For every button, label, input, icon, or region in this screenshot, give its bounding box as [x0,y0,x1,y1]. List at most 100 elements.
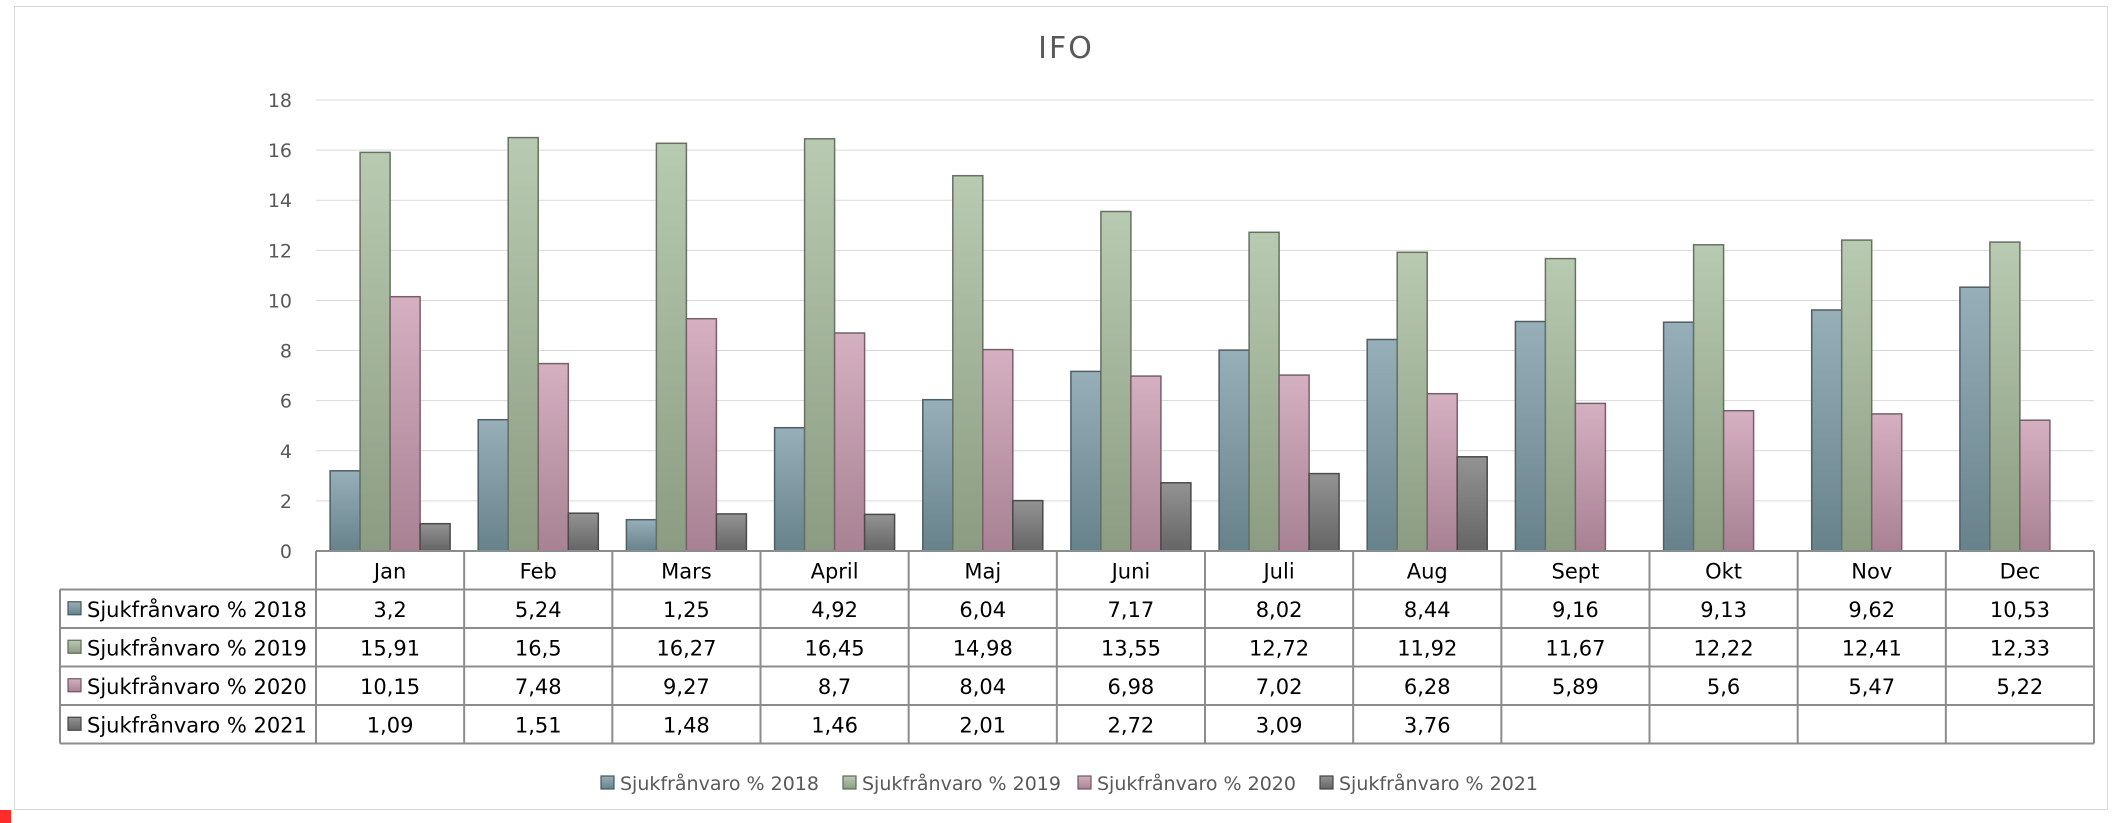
bar [1692,244,1725,552]
category-label: Juni [1110,559,1151,583]
data-label: 1,51 [515,713,562,737]
table-legend-key [67,639,82,654]
category-label: April [811,559,859,583]
bar [1130,375,1162,552]
data-label: 5,47 [1848,675,1895,699]
bar [1959,286,1991,552]
data-label: 3,09 [1256,713,1303,737]
table-series-label: Sjukfrånvaro % 2019 [87,635,307,660]
bar [1989,241,2021,552]
data-label: 8,04 [959,675,1006,699]
data-label: 7,48 [515,675,562,699]
data-label: 1,48 [663,713,710,737]
bar [2019,419,2051,552]
y-tick-label: 0 [280,541,292,563]
bar [1100,210,1132,552]
data-label: 6,98 [1108,675,1155,699]
table-series-label: Sjukfrånvaro % 2021 [87,712,307,737]
bar [1366,338,1398,552]
y-tick-label: 10 [268,290,292,312]
bar [1278,374,1310,552]
data-label: 13,55 [1101,636,1161,660]
data-label: 5,6 [1707,675,1740,699]
bar [1070,370,1102,552]
data-label: 1,46 [811,713,858,737]
legend-key [600,775,615,790]
data-label: 9,16 [1552,598,1599,622]
table-legend-key [67,678,82,693]
bar [1574,402,1607,552]
bar [1514,320,1547,552]
bar [1810,309,1843,552]
y-tick-label: 8 [280,341,292,363]
data-label: 12,33 [1990,636,2050,660]
y-tick-label: 14 [268,190,292,212]
bar [715,513,748,552]
data-label: 9,62 [1848,598,1895,622]
data-label: 5,22 [1997,675,2044,699]
data-label: 12,72 [1249,636,1309,660]
data-label: 6,04 [959,598,1006,622]
y-tick-label: 6 [280,391,292,413]
category-label: Aug [1407,559,1448,583]
legend-key [842,775,857,790]
bar [1662,321,1695,552]
legend-label: Sjukfrånvaro % 2021 [1339,772,1538,795]
bar [1840,239,1873,552]
corner-marker [0,810,11,823]
data-label: 11,67 [1545,636,1605,660]
table-series-label: Sjukfrånvaro % 2018 [87,597,307,622]
category-label: Dec [2000,559,2041,583]
data-label: 6,28 [1404,675,1451,699]
bar [863,513,896,552]
bar [1722,409,1755,552]
bar [389,295,421,552]
data-label: 3,2 [373,598,406,622]
bar [655,142,688,552]
category-label: Mars [661,559,712,583]
data-label: 14,98 [953,636,1013,660]
data-label: 9,13 [1700,598,1747,622]
legend-label: Sjukfrånvaro % 2020 [1097,772,1296,795]
bar [507,136,539,552]
bar [359,151,391,552]
bar [773,426,806,552]
bar [685,317,718,552]
bar [625,518,658,552]
data-label: 10,53 [1990,598,2050,622]
data-label: 16,45 [805,636,865,660]
y-tick-label: 16 [268,140,292,162]
data-label: 12,22 [1694,636,1754,660]
data-label: 7,02 [1256,675,1303,699]
data-label: 8,02 [1256,598,1303,622]
table-series-label: Sjukfrånvaro % 2020 [87,674,307,699]
bar [1544,257,1577,552]
data-label: 1,25 [663,598,710,622]
bar [1012,499,1044,552]
bar [982,348,1014,552]
category-label: Maj [964,559,1001,583]
bar [477,418,509,552]
bar [1218,349,1250,552]
data-label: 8,44 [1404,598,1451,622]
bar [1426,392,1458,552]
legend-label: Sjukfrånvaro % 2019 [862,772,1061,795]
table-legend-key [67,601,82,616]
bar [803,138,836,552]
data-label: 16,27 [656,636,716,660]
legend-label: Sjukfrånvaro % 2018 [620,772,819,795]
data-label: 7,17 [1108,598,1155,622]
y-tick-label: 12 [268,240,292,262]
bar [329,470,361,552]
bar [1308,472,1340,552]
bar [922,398,954,552]
bar [419,522,451,552]
category-label: Okt [1705,559,1742,583]
category-label: Juli [1261,559,1294,583]
data-label: 5,89 [1552,675,1599,699]
data-label: 12,41 [1842,636,1902,660]
data-label: 3,76 [1404,713,1451,737]
data-label: 4,92 [811,598,858,622]
legend-key [1319,775,1334,790]
table-legend-key [67,716,82,731]
